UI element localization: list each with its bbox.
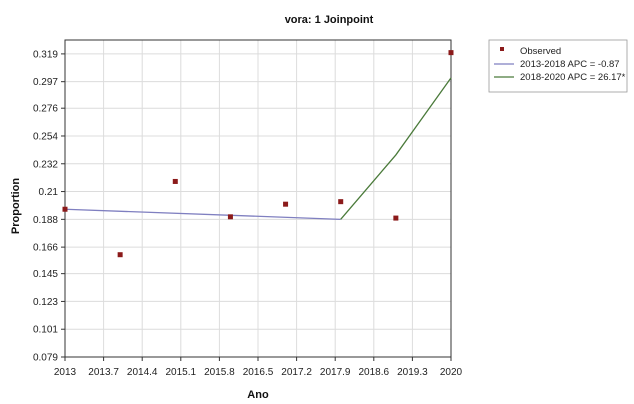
y-tick-label: 0.188 xyxy=(33,215,58,226)
observed-points xyxy=(62,50,454,258)
x-tick-label: 2018.6 xyxy=(359,367,390,378)
y-axis-ticks: 0.079 0.101 0.123 0.145 0.166 0.188 0.21 0.232 0… xyxy=(33,49,65,364)
x-tick-label: 2017.2 xyxy=(281,367,312,378)
observed-point xyxy=(172,178,178,184)
y-tick-label: 0.166 xyxy=(33,243,58,254)
legend-series-2-label: 2018-2020 APC = 26.17* xyxy=(520,72,626,83)
y-tick-label: 0.123 xyxy=(33,297,58,308)
legend-observed-marker xyxy=(500,47,504,51)
observed-point xyxy=(338,199,344,205)
x-tick-label: 2019.3 xyxy=(397,367,428,378)
legend-observed-label: Observed xyxy=(520,46,561,57)
y-tick-label: 0.276 xyxy=(33,104,58,115)
x-tick-label: 2014.4 xyxy=(127,367,158,378)
x-tick-label: 2015.1 xyxy=(166,367,197,378)
chart-title: vora: 1 Joinpoint xyxy=(285,14,374,26)
x-tick-label: 2015.8 xyxy=(204,367,235,378)
y-tick-label: 0.254 xyxy=(33,131,58,142)
observed-point xyxy=(448,50,454,56)
legend-series-1-label: 2013-2018 APC = -0.87 xyxy=(520,59,620,70)
series-line-1 xyxy=(64,208,341,220)
legend-box xyxy=(488,39,628,93)
legend: Observed 2013-2018 APC = -0.87 2018-2020… xyxy=(488,39,628,93)
y-tick-label: 0.145 xyxy=(33,269,58,280)
y-tick-label: 0.297 xyxy=(33,77,58,88)
observed-point xyxy=(117,252,123,258)
fitted-lines xyxy=(64,77,452,220)
observed-point xyxy=(227,214,233,220)
y-tick-label: 0.232 xyxy=(33,159,58,170)
y-axis-label: Proportion xyxy=(10,178,22,234)
observed-point xyxy=(283,201,289,207)
y-tick-label: 0.21 xyxy=(39,187,59,198)
observed-point xyxy=(62,206,68,212)
y-tick-label: 0.319 xyxy=(33,49,58,60)
x-axis-label: Ano xyxy=(247,389,269,401)
x-tick-label: 2016.5 xyxy=(243,367,274,378)
x-tick-label: 2013 xyxy=(54,367,77,378)
x-axis-ticks: 2013 2013.7 2014.4 2015.1 2015.8 2016.5 2017.2… xyxy=(54,357,463,378)
y-tick-label: 0.079 xyxy=(33,353,58,364)
x-tick-label: 2020 xyxy=(440,367,463,378)
grid xyxy=(64,40,452,358)
observed-point xyxy=(393,215,399,221)
x-tick-label: 2017.9 xyxy=(320,367,351,378)
x-tick-label: 2013.7 xyxy=(88,367,119,378)
y-tick-label: 0.101 xyxy=(33,325,58,336)
series-line-2 xyxy=(340,77,452,220)
